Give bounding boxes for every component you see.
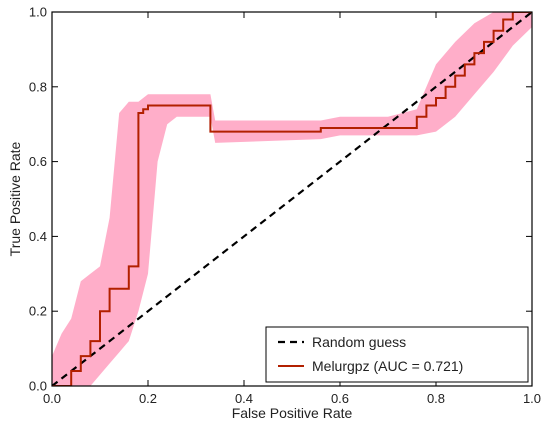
plot-frame <box>51 11 533 387</box>
y-tick-label: 0.6 <box>29 154 47 169</box>
y-tick-label: 0.2 <box>29 304 47 319</box>
y-tick-label: 0.0 <box>29 379 47 394</box>
x-tick-label: 0.8 <box>427 391 445 406</box>
x-tick-label: 0.2 <box>139 391 157 406</box>
x-tick-label: 0.0 <box>43 391 61 406</box>
legend-box <box>265 326 529 383</box>
y-tick-label: 1.0 <box>29 5 47 20</box>
y-tick-label: 0.8 <box>29 79 47 94</box>
x-tick-label: 0.4 <box>235 391 253 406</box>
legend: Random guess Melurgpz (AUC = 0.721) <box>265 326 529 383</box>
y-axis-label: True Positive Rate <box>7 141 23 256</box>
x-tick-label: 1.0 <box>523 391 541 406</box>
y-tick-label: 0.4 <box>29 229 47 244</box>
series-line-random-guess <box>52 12 532 386</box>
x-axis-label: False Positive Rate <box>232 405 353 421</box>
x-tick-label: 0.6 <box>331 391 349 406</box>
series-layer <box>52 12 532 386</box>
series-line-melurgpz <box>52 12 532 386</box>
legend-label-melurgpz: Melurgpz (AUC = 0.721) <box>312 358 463 374</box>
legend-label-random-guess: Random guess <box>312 334 406 350</box>
ticks-layer: 0.0 0.2 0.4 0.6 0.8 1.0 0.0 0.2 0.4 0.6 0.8 1.0 <box>29 5 541 407</box>
